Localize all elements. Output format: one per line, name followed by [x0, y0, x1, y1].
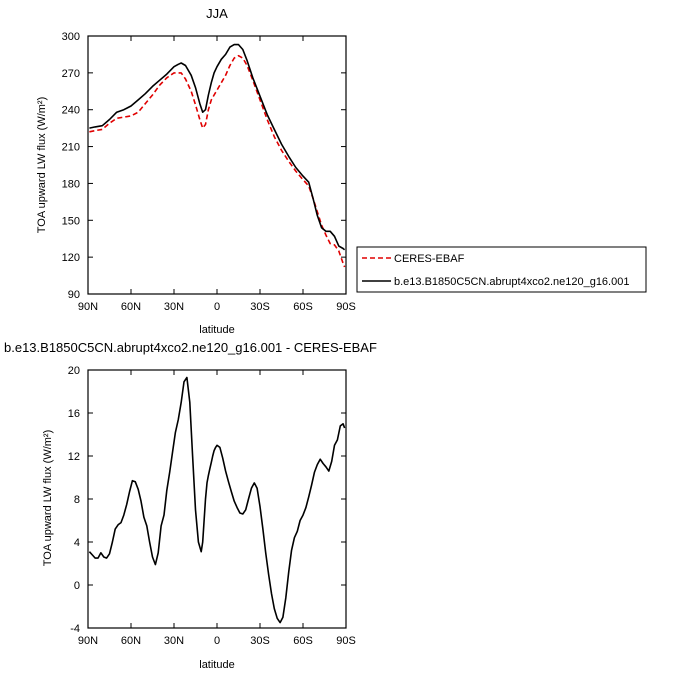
bottom-y-tick-label: -4	[70, 623, 80, 635]
top-x-axis-title: latitude	[199, 324, 234, 336]
bottom-x-tick-label: 30S	[250, 635, 270, 647]
bottom-y-tick-label: 16	[68, 408, 80, 420]
top-x-tick-label: 30N	[164, 301, 184, 313]
bottom-y-tick-label: 4	[74, 537, 80, 549]
top-x-tick-label: 90N	[78, 301, 98, 313]
top-series-line-0	[89, 54, 346, 268]
top-y-tick-label: 240	[62, 105, 80, 117]
legend-box	[356, 246, 647, 293]
bottom-x-tick-label: 90N	[78, 635, 98, 647]
legend: CERES-EBAF b.e13.B1850C5CN.abrupt4xco2.n…	[356, 246, 647, 293]
top-plot-area: 90N 60N 30N 0 30S 60S 90S 90 120 150 180 210 240 270 3…	[62, 31, 356, 313]
top-chart-title: JJA	[206, 6, 228, 21]
bottom-y-axis-title: TOA upward LW flux (W/m²)	[42, 430, 54, 567]
top-y-tick-label: 120	[62, 252, 80, 264]
bottom-y-tick-label: 0	[74, 580, 80, 592]
top-x-tick-label: 0	[214, 301, 220, 313]
bottom-y-tick-label: 8	[74, 494, 80, 506]
bottom-x-tick-label: 60N	[121, 635, 141, 647]
top-x-tick-label: 60S	[293, 301, 313, 313]
top-plot-frame	[87, 35, 347, 295]
bottom-x-tick-label: 60S	[293, 635, 313, 647]
bottom-x-tick-label: 90S	[336, 635, 356, 647]
top-x-tick-label: 30S	[250, 301, 270, 313]
top-x-tick-label: 90S	[336, 301, 356, 313]
top-y-tick-label: 210	[62, 142, 80, 154]
bottom-chart-title: b.e13.B1850C5CN.abrupt4xco2.ne120_g16.00…	[4, 340, 377, 355]
top-y-axis-title: TOA upward LW flux (W/m²)	[36, 97, 48, 234]
top-series-line-1	[89, 43, 346, 251]
bottom-plot-frame	[87, 369, 347, 629]
bottom-x-tick-label: 30N	[164, 635, 184, 647]
bottom-x-axis-title: latitude	[199, 659, 234, 671]
top-x-tick-label: 60N	[121, 301, 141, 313]
bottom-series-line-0	[88, 376, 346, 624]
top-y-tick-label: 180	[62, 178, 80, 190]
bottom-y-tick-label: 20	[68, 365, 80, 377]
bottom-y-tick-label: 12	[68, 451, 80, 463]
top-y-tick-label: 90	[68, 289, 80, 301]
legend-label-model: b.e13.B1850C5CN.abrupt4xco2.ne120_g16.00…	[394, 276, 629, 288]
top-y-tick-label: 150	[62, 215, 80, 227]
bottom-x-tick-label: 0	[214, 635, 220, 647]
legend-label-ceres-ebaf: CERES-EBAF	[394, 253, 465, 265]
bottom-plot-area: 90N 60N 30N 0 30S 60S 90S -4 0 4 8 12 16 20	[68, 365, 356, 647]
top-y-tick-label: 270	[62, 68, 80, 80]
top-y-tick-label: 300	[62, 31, 80, 43]
